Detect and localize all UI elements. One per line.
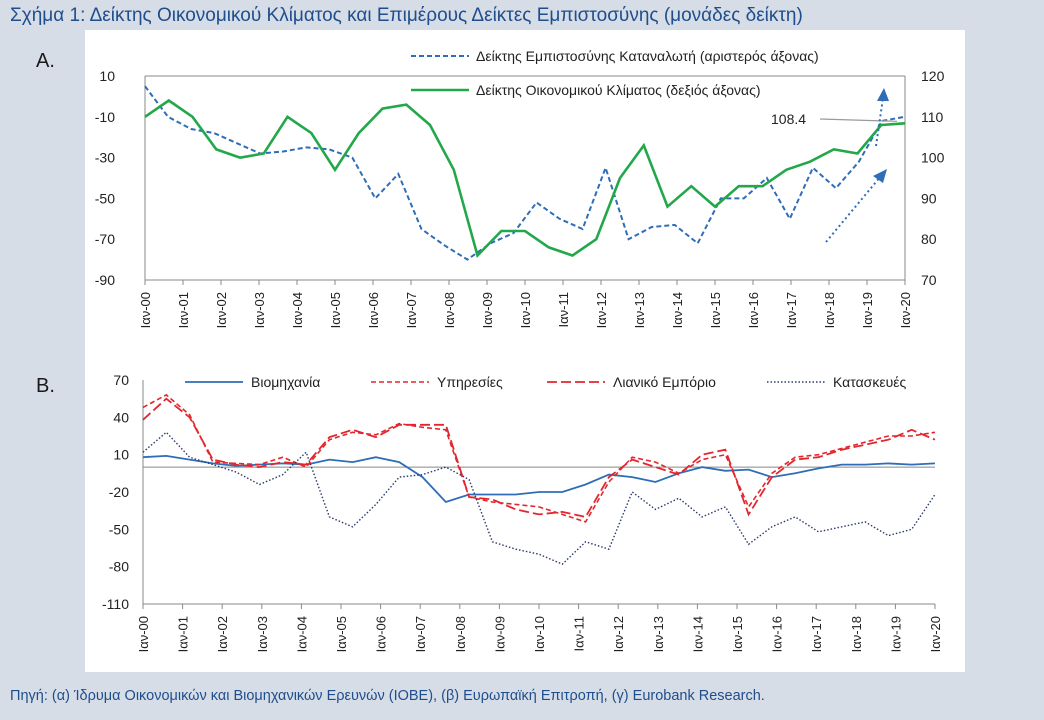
x-tick-label: Ιαν-01 [176, 616, 191, 652]
panel-a-svg: 10 -10 -30 -50 -70 -90 120 110 100 90 80 70 Ιαν-00 Ια… [95, 48, 945, 328]
x-tick-label: Ιαν-16 [746, 292, 761, 328]
y-tick-label: 70 [113, 372, 129, 388]
x-tick-label: Ιαν-07 [413, 616, 428, 652]
panel-a-label: A. [36, 50, 55, 72]
x-tick-label: Ιαν-00 [136, 616, 151, 652]
x-tick-label: Ιαν-08 [442, 292, 457, 328]
right-tick-label: 120 [921, 68, 945, 84]
y-tick-label: -110 [102, 596, 129, 612]
x-tick-label: Ιαν-04 [290, 292, 305, 328]
x-tick-label: Ιαν-19 [860, 292, 875, 328]
y-tick-label: -80 [109, 559, 129, 575]
x-tick-label: Ιαν-14 [690, 616, 705, 652]
legend-label: Λιανικό Εμπόριο [613, 374, 716, 390]
x-tick-label: Ιαν-06 [366, 292, 381, 328]
x-tick-label: Ιαν-17 [809, 616, 824, 652]
economic-climate-line [144, 98, 906, 259]
x-tick-label: Ιαν-02 [214, 292, 229, 328]
annotation-label: 108.4 [771, 111, 806, 127]
x-tick-label: Ιαν-12 [594, 292, 609, 328]
trend-arrow-upper-head [877, 88, 889, 101]
source-note: Πηγή: (α) Ίδρυμα Οικονομικών και Βιομηχα… [10, 688, 765, 704]
trend-arrow-upper [875, 97, 884, 147]
x-tick-label: Ιαν-08 [453, 616, 468, 652]
right-tick-label: 80 [921, 231, 937, 247]
left-tick-label: -50 [95, 190, 115, 206]
legend-label: Κατασκευές [833, 374, 906, 390]
x-tick-label: Ιαν-04 [294, 616, 309, 652]
retail-line [142, 397, 936, 518]
services-line [142, 393, 936, 523]
legend-label: Υπηρεσίες [437, 374, 503, 390]
x-tick-label: Ιαν-14 [670, 292, 685, 328]
y-tick-label: 10 [113, 447, 129, 463]
legend-label: Δείκτης Εμπιστοσύνης Καταναλωτή (αριστερ… [476, 48, 819, 64]
construction-line [142, 431, 936, 566]
x-tick-label: Ιαν-13 [651, 616, 666, 652]
x-tick-label: Ιαν-16 [770, 616, 785, 652]
left-tick-label: -10 [95, 109, 115, 125]
x-tick-label: Ιαν-00 [138, 292, 153, 328]
industry-line [142, 454, 936, 504]
x-tick-label: Ιαν-09 [480, 292, 495, 328]
x-tick-label: Ιαν-12 [611, 616, 626, 652]
y-tick-label: -50 [109, 521, 129, 537]
x-tick-label: Ιαν-19 [888, 616, 903, 652]
y-tick-label: -20 [109, 484, 129, 500]
x-tick-label: Ιαν-09 [492, 616, 507, 652]
x-tick-label: Ιαν-06 [374, 616, 389, 652]
x-tick-label: Ιαν-13 [632, 292, 647, 328]
x-tick-label: Ιαν-07 [404, 292, 419, 328]
x-tick-label: Ιαν-03 [255, 616, 270, 652]
x-tick-label: Ιαν-05 [328, 292, 343, 328]
x-tick-label: Ιαν-02 [215, 616, 230, 652]
x-tick-label: Ιαν-20 [928, 616, 943, 652]
left-tick-label: -70 [95, 231, 115, 247]
x-tick-label: Ιαν-15 [730, 616, 745, 652]
right-tick-label: 90 [921, 190, 937, 206]
x-tick-label: Ιαν-05 [334, 616, 349, 652]
right-tick-label: 110 [921, 109, 944, 125]
x-tick-label: Ιαν-15 [708, 292, 723, 328]
right-tick-label: 70 [921, 272, 937, 288]
legend-label: Βιομηχανία [251, 374, 320, 390]
x-tick-label: Ιαν-01 [176, 292, 191, 328]
x-tick-label: Ιαν-18 [849, 616, 864, 652]
x-tick-label: Ιαν-11 [572, 616, 587, 651]
x-tick-label: Ιαν-11 [556, 292, 571, 327]
left-tick-label: 10 [99, 68, 115, 84]
right-tick-label: 100 [921, 150, 945, 166]
consumer-confidence-line [144, 85, 906, 261]
panel-b-label: B. [36, 375, 55, 397]
annotation-leader [819, 118, 898, 122]
x-tick-label: Ιαν-20 [898, 292, 913, 328]
panel-b-svg: 70 40 10 -20 -50 -80 -110 Ιαν-00 Ιαν-01 Ιαν-02 Ιαν… [102, 372, 943, 652]
x-tick-label: Ιαν-03 [252, 292, 267, 328]
panel-b-chart: 70 40 10 -20 -50 -80 -110 Ιαν-00 Ιαν-01 Ιαν-02 Ιαν… [85, 356, 965, 672]
figure-title: Σχήμα 1: Δείκτης Οικονομικού Κλίματος κα… [10, 5, 803, 26]
trend-arrow-lower [825, 175, 882, 243]
x-tick-label: Ιαν-18 [822, 292, 837, 328]
left-tick-label: -90 [95, 272, 115, 288]
x-tick-label: Ιαν-10 [518, 292, 533, 328]
x-tick-label: Ιαν-10 [532, 616, 547, 652]
y-tick-label: 40 [113, 409, 129, 425]
x-tick-label: Ιαν-17 [784, 292, 799, 328]
trend-arrow-lower-head [873, 169, 887, 183]
panel-a-chart: 10 -10 -30 -50 -70 -90 120 110 100 90 80 70 Ιαν-00 Ια… [85, 30, 965, 356]
legend-label: Δείκτης Οικονομικού Κλίματος (δεξιός άξο… [476, 82, 761, 98]
left-tick-label: -30 [95, 150, 115, 166]
